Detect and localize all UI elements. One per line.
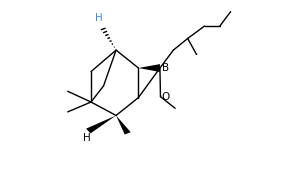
Text: H: H: [95, 13, 103, 23]
Text: B: B: [162, 63, 169, 73]
Polygon shape: [139, 64, 160, 72]
Text: O: O: [162, 92, 170, 102]
Text: H: H: [83, 133, 91, 143]
Polygon shape: [86, 115, 116, 133]
Polygon shape: [116, 115, 131, 135]
